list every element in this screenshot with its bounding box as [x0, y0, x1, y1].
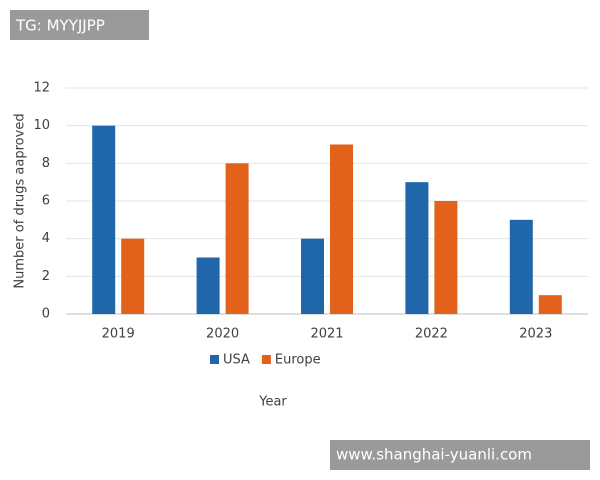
legend-label: USA	[223, 353, 250, 368]
bar	[301, 238, 324, 314]
x-tick-label: 2023	[519, 327, 552, 342]
y-axis-label: Number of drugs aaproved	[13, 113, 28, 288]
watermark-box	[330, 440, 590, 470]
bar	[121, 238, 145, 314]
y-tick-label: 4	[42, 231, 50, 246]
bar	[225, 163, 249, 314]
bar	[330, 144, 353, 314]
bar	[434, 201, 458, 314]
x-tick-label: 2022	[415, 327, 448, 342]
x-axis-label: Year	[258, 395, 287, 410]
y-tick-label: 0	[42, 307, 50, 322]
x-tick-label: 2021	[310, 327, 343, 342]
legend-swatch	[210, 355, 219, 364]
y-tick-label: 2	[42, 269, 50, 284]
legend-label: Europe	[275, 353, 321, 368]
y-tick-label: 6	[42, 194, 50, 209]
x-tick-label: 2019	[102, 327, 135, 342]
y-tick-label: 12	[33, 81, 50, 96]
bar	[538, 295, 562, 314]
bar	[509, 219, 533, 314]
x-tick-label: 2020	[206, 327, 239, 342]
bar	[92, 125, 116, 315]
watermark-box	[10, 10, 149, 40]
y-tick-label: 8	[42, 156, 50, 171]
y-tick-label: 10	[33, 118, 50, 133]
bar	[405, 182, 429, 314]
watermark: TG: MYYJJPP	[15, 17, 105, 35]
bar	[196, 257, 220, 314]
watermark: www.shanghai-yuanli.com	[336, 446, 532, 464]
legend-swatch	[261, 355, 271, 364]
